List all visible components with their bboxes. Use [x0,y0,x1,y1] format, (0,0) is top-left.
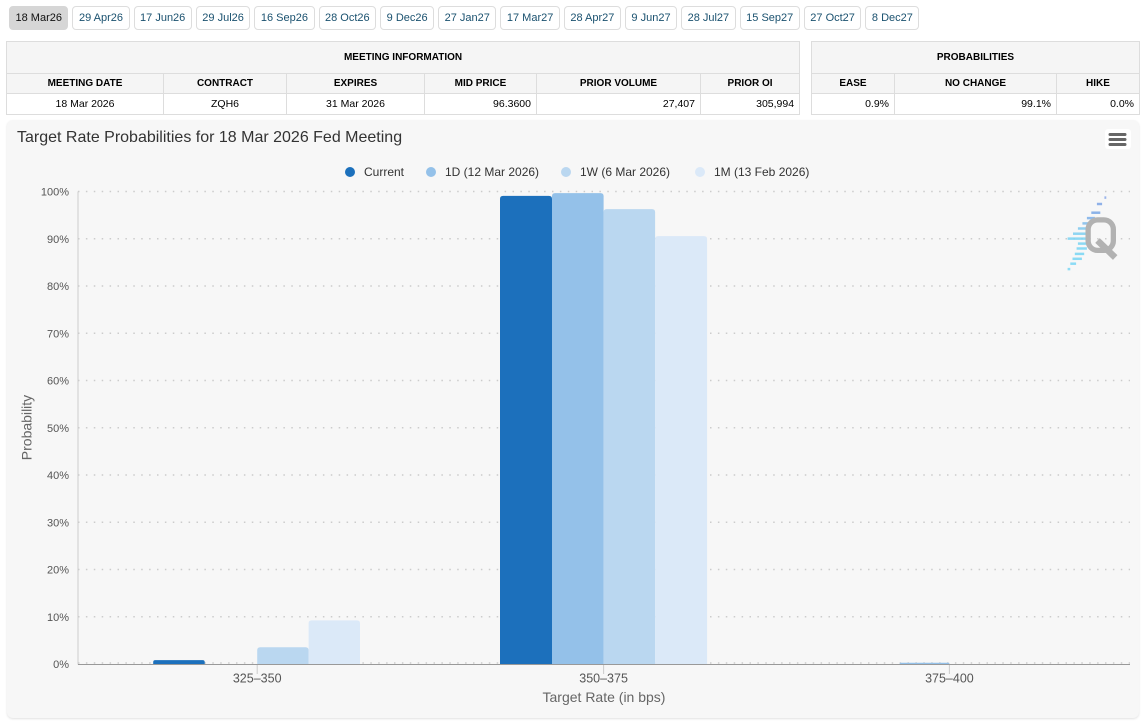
svg-text:Current: Current [364,165,405,179]
svg-text:30%: 30% [47,517,69,529]
svg-text:0%: 0% [53,659,69,671]
svg-text:40%: 40% [47,470,69,482]
svg-text:20%: 20% [47,565,69,577]
svg-text:Probability: Probability [19,395,35,460]
svg-text:1M (13 Feb 2026): 1M (13 Feb 2026) [714,165,809,179]
svg-text:375–400: 375–400 [925,672,974,686]
svg-text:Target Rate (in bps): Target Rate (in bps) [543,689,666,705]
svg-text:350–375: 350–375 [579,672,628,686]
svg-text:70%: 70% [47,328,69,340]
svg-text:1W (6 Mar 2026): 1W (6 Mar 2026) [580,165,670,179]
svg-text:10%: 10% [47,612,69,624]
svg-text:60%: 60% [47,376,69,388]
svg-text:1D (12 Mar 2026): 1D (12 Mar 2026) [445,165,539,179]
svg-text:90%: 90% [47,234,69,246]
svg-text:325–350: 325–350 [233,672,282,686]
svg-text:Target Rate Probabilities for: Target Rate Probabilities for 18 Mar 202… [17,129,402,146]
svg-text:80%: 80% [47,281,69,293]
svg-text:100%: 100% [41,187,69,199]
svg-text:50%: 50% [47,423,69,435]
